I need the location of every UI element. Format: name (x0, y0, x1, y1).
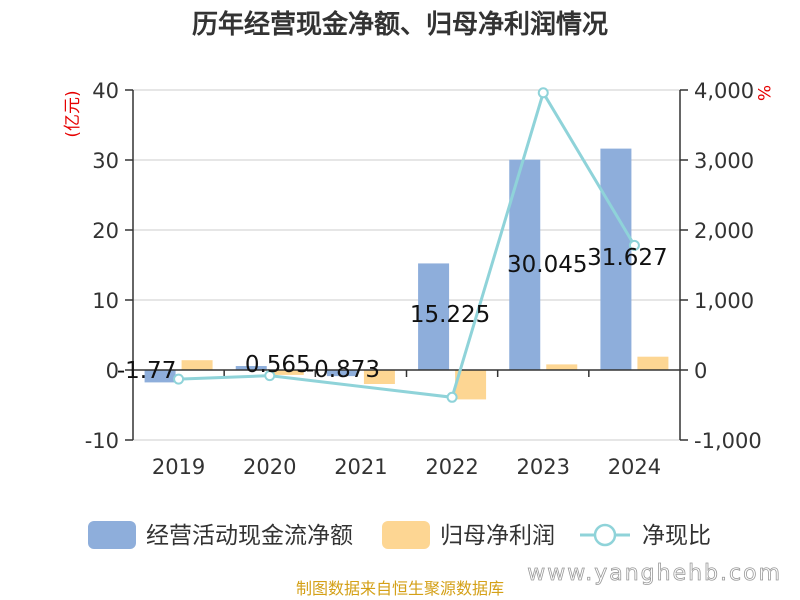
left-tick-label: 30 (92, 149, 119, 173)
left-tick-label: 10 (92, 289, 119, 313)
net-profit-bar (272, 370, 304, 375)
x-tick-label: 2019 (152, 455, 205, 479)
x-tick-label: 2020 (243, 455, 296, 479)
data-label: -1.77 (117, 358, 177, 384)
net-profit-bar (546, 364, 578, 370)
legend-cash-ratio-marker (593, 523, 617, 547)
right-tick-label: 1,000 (694, 289, 754, 313)
chart-title: 历年经营现金净额、归母净利润情况 (192, 9, 608, 40)
legend-operating-cashflow-label: 经营活动现金流净额 (146, 523, 353, 549)
legend-cash-ratio-label: 净现比 (642, 523, 711, 549)
data-label: 31.627 (587, 245, 667, 271)
operating-cashflow-bar (144, 370, 176, 383)
left-tick-label: 20 (92, 219, 119, 243)
cash-ratio-point (264, 370, 276, 382)
source-note: 制图数据来自恒生聚源数据库 (296, 579, 504, 598)
right-axis-unit: % (753, 85, 773, 101)
legend-net-profit-label: 归母净利润 (440, 523, 555, 549)
x-tick-label: 2022 (425, 455, 478, 479)
data-label: 0.565 (245, 352, 311, 378)
legend-operating-cashflow-swatch (88, 521, 136, 549)
data-label: 15.225 (410, 302, 490, 328)
cash-ratio-point (173, 373, 185, 385)
left-tick-label: 0 (106, 359, 119, 383)
x-tick-label: 2021 (334, 455, 387, 479)
right-tick-label: 4,000 (694, 79, 754, 103)
right-tick-label: 2,000 (694, 219, 754, 243)
operating-cashflow-bar (326, 370, 358, 377)
net-profit-bar (181, 360, 213, 370)
operating-cashflow-bar (418, 263, 450, 370)
right-tick-label: 3,000 (694, 149, 754, 173)
x-tick-label: 2023 (517, 455, 570, 479)
cash-ratio-point (537, 87, 549, 99)
left-tick-label: -10 (85, 429, 119, 453)
cash-ratio-point (628, 239, 640, 251)
net-profit-bar (637, 356, 669, 370)
left-axis-unit: (亿元) (63, 90, 83, 137)
right-tick-label: 0 (694, 359, 707, 383)
operating-cashflow-bar (235, 366, 267, 370)
x-tick-label: 2024 (608, 455, 661, 479)
operating-cashflow-bar (600, 148, 632, 370)
data-label: -0.873 (306, 357, 380, 383)
cash-ratio-point (446, 391, 458, 403)
legend-net-profit-swatch (382, 521, 430, 549)
watermark: www.yanghehb.com (527, 561, 782, 586)
left-tick-label: 40 (92, 79, 119, 103)
right-tick-label: -1,000 (694, 429, 762, 453)
net-profit-bar (363, 370, 395, 384)
data-label: 30.045 (507, 252, 587, 278)
operating-cashflow-bar (509, 159, 541, 370)
